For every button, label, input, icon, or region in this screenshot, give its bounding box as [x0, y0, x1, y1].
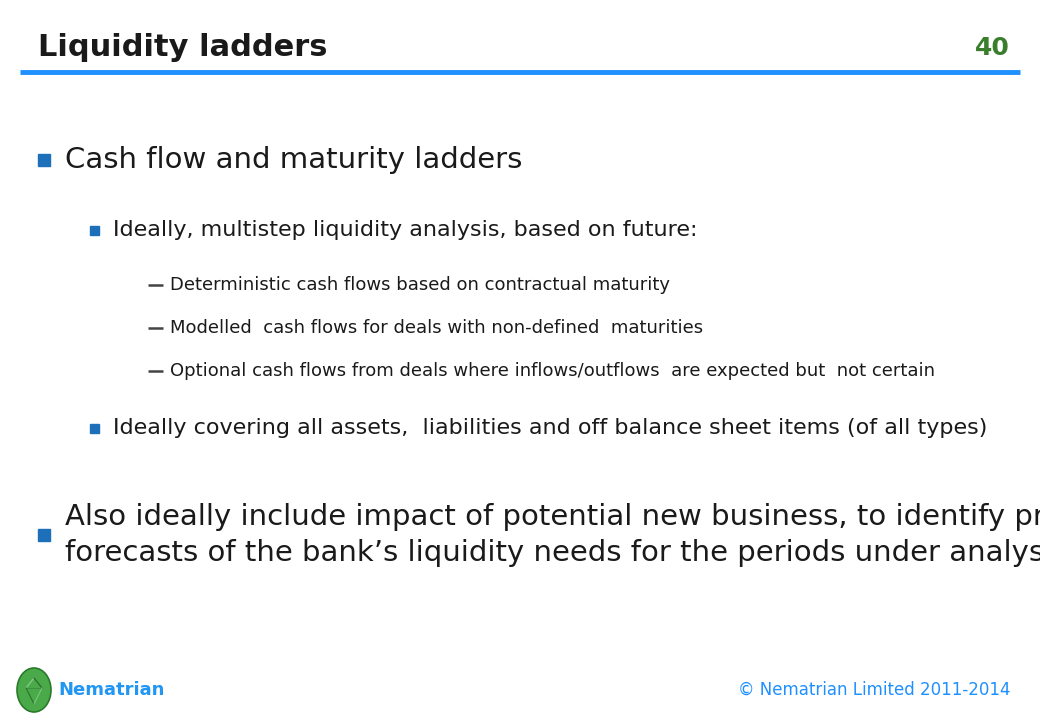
- Text: Optional cash flows from deals where inflows/outflows  are expected but  not cer: Optional cash flows from deals where inf…: [170, 362, 935, 380]
- Text: Nematrian: Nematrian: [58, 681, 164, 699]
- Text: Ideally, multistep liquidity analysis, based on future:: Ideally, multistep liquidity analysis, b…: [113, 220, 698, 240]
- Ellipse shape: [17, 668, 51, 712]
- Text: Deterministic cash flows based on contractual maturity: Deterministic cash flows based on contra…: [170, 276, 670, 294]
- FancyBboxPatch shape: [38, 529, 50, 541]
- Text: Ideally covering all assets,  liabilities and off balance sheet items (of all ty: Ideally covering all assets, liabilities…: [113, 418, 987, 438]
- Text: Liquidity ladders: Liquidity ladders: [38, 34, 328, 63]
- FancyBboxPatch shape: [90, 423, 99, 433]
- Text: Cash flow and maturity ladders: Cash flow and maturity ladders: [64, 146, 522, 174]
- FancyBboxPatch shape: [90, 225, 99, 235]
- Text: © Nematrian Limited 2011-2014: © Nematrian Limited 2011-2014: [737, 681, 1010, 699]
- Text: Modelled  cash flows for deals with non-defined  maturities: Modelled cash flows for deals with non-d…: [170, 319, 703, 337]
- FancyBboxPatch shape: [38, 154, 50, 166]
- Text: Also ideally include impact of potential new business, to identify prudent
forec: Also ideally include impact of potential…: [64, 503, 1040, 567]
- Text: 40: 40: [976, 36, 1010, 60]
